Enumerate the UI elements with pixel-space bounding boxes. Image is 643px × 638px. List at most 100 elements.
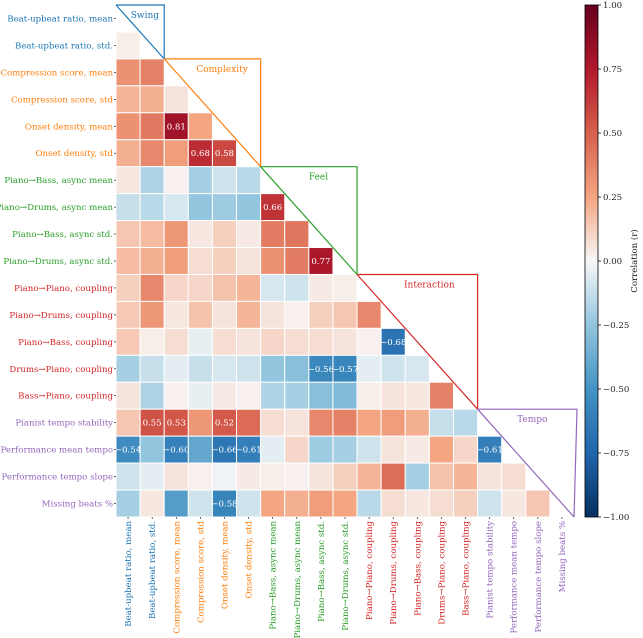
- heatmap-cell: [428, 435, 454, 464]
- group-diagonal: [163, 58, 262, 168]
- heatmap-cell: [187, 220, 213, 249]
- cell-value-label: 0.66: [263, 203, 282, 213]
- x-tick-label: Missing beats %: [558, 521, 568, 592]
- heatmap-cell: [211, 381, 238, 410]
- heatmap-cell: [380, 381, 406, 410]
- heatmap-cell: [115, 381, 141, 410]
- heatmap-cell: [236, 381, 262, 410]
- heatmap-cell: [284, 327, 310, 356]
- cell-value-label: −0.68: [380, 338, 406, 348]
- heatmap-cell: [115, 489, 141, 518]
- heatmap-cell: [284, 247, 310, 275]
- heatmap-cell: [187, 354, 213, 383]
- group-outline: [260, 166, 358, 275]
- x-tick-label: Performance mean tempo: [510, 521, 520, 633]
- heatmap-cell: [308, 300, 334, 329]
- heatmap-cell: [211, 247, 238, 275]
- cell-value-label: −0.60: [163, 446, 189, 456]
- heatmap-cell: [211, 193, 238, 222]
- heatmap-cell: [163, 327, 189, 356]
- y-tick-label: Piano→Drums, async mean: [0, 203, 113, 213]
- heatmap-cell: [187, 247, 213, 275]
- heatmap-cell: [187, 327, 213, 356]
- heatmap-cell: [356, 408, 382, 437]
- cell-value-label: 0.52: [215, 419, 234, 429]
- heatmap-cell: [139, 489, 165, 518]
- heatmap-cell: [139, 300, 165, 329]
- x-tick-label: Piano→Bass, async mean: [269, 521, 279, 630]
- x-tick-label: Compression score, mean: [172, 521, 182, 634]
- heatmap-cell: [139, 139, 165, 168]
- cell-value-label: 0.53: [167, 419, 186, 429]
- heatmap-cell: [139, 462, 165, 491]
- heatmap-cell: [260, 435, 286, 464]
- group-diagonal: [356, 274, 479, 410]
- heatmap-cell: [236, 300, 262, 329]
- y-tick-label: Performance tempo slope: [1, 473, 113, 483]
- heatmap-cell: [139, 381, 165, 410]
- y-tick-label: Piano→Bass, coupling: [18, 338, 113, 348]
- heatmap-cell: [284, 220, 310, 249]
- heatmap-cell: [187, 408, 213, 437]
- heatmap-cell: [356, 381, 382, 410]
- colorbar-tick-label: 0.75: [603, 65, 622, 75]
- heatmap-cell: [260, 489, 286, 518]
- colorbar-label: Correlation (r): [629, 229, 640, 292]
- heatmap-cell: [211, 435, 238, 464]
- heatmap-cell: [380, 327, 406, 356]
- heatmap-cell: [404, 435, 430, 464]
- y-tick-label: Piano→Bass, async std.: [12, 230, 113, 240]
- y-tick-label: Piano→Bass, async mean: [4, 176, 113, 186]
- y-tick-label: Bass→Piano, coupling: [18, 392, 113, 402]
- heatmap-cell: [115, 31, 141, 60]
- heatmap-cell: [356, 300, 382, 329]
- cell-value-label: −0.61: [235, 446, 261, 456]
- heatmap-cell: [356, 327, 382, 356]
- cell-value-label: −0.56: [308, 365, 334, 375]
- heatmap-cell: [187, 166, 213, 195]
- heatmap-cell: [236, 193, 262, 222]
- heatmap-cell: [187, 300, 213, 329]
- heatmap-cell: [332, 354, 358, 383]
- heatmap-cell: [211, 489, 238, 518]
- x-tick-label: Piano→Drums, async mean: [293, 521, 303, 638]
- heatmap-cell: [139, 247, 165, 275]
- heatmap-cell: [115, 193, 141, 222]
- x-tick-label: Drums→Piano, coupling: [437, 521, 447, 625]
- group-outline: [477, 408, 578, 518]
- colorbar-tick-label: −0.75: [603, 449, 629, 459]
- heatmap-cell: [428, 489, 454, 518]
- heatmap-cell: [211, 273, 238, 302]
- colorbar-ticks: 1.00 0.75 0.50 0.25 0.00 −0.25 −0.50 −0.75 −1.00: [598, 1, 629, 523]
- heatmap-cell: [211, 300, 238, 329]
- heatmap-cell: [260, 327, 286, 356]
- heatmap-cell: [332, 489, 358, 518]
- group-diagonal: [477, 408, 575, 518]
- heatmap-cell: [260, 273, 286, 302]
- heatmap-cell: [380, 462, 406, 491]
- heatmap-cell: [115, 273, 141, 302]
- heatmap-cell: [284, 435, 310, 464]
- cell-value-label: 0.58: [215, 149, 234, 159]
- heatmap-cell: [163, 85, 189, 114]
- heatmap-cell: [115, 247, 141, 275]
- heatmap-cell: [332, 273, 358, 302]
- group-name: Swing: [131, 11, 160, 21]
- heatmap-cell: [187, 273, 213, 302]
- heatmap-cell: [163, 489, 189, 518]
- cell-value-label: −0.66: [211, 446, 237, 456]
- x-tick-label: Compression score, std: [196, 521, 206, 624]
- heatmap-cell: [211, 354, 238, 383]
- heatmap-cell: [452, 408, 479, 437]
- heatmap-cell: [187, 489, 213, 518]
- heatmap-cell: [428, 462, 454, 491]
- y-tick-label: Missing beats %: [42, 500, 113, 510]
- heatmap-cell: [187, 112, 213, 141]
- y-tick-label: Beat-upbeat ratio, std.: [15, 41, 113, 51]
- group-outlines: Swing Complexity Feel Interaction Tempo: [115, 4, 578, 518]
- heatmap-cell: [236, 408, 262, 437]
- y-tick-label: Beat-upbeat ratio, mean: [7, 14, 113, 24]
- heatmap-cell: [115, 408, 141, 437]
- heatmap-cell: [139, 327, 165, 356]
- heatmap-cell: [187, 462, 213, 491]
